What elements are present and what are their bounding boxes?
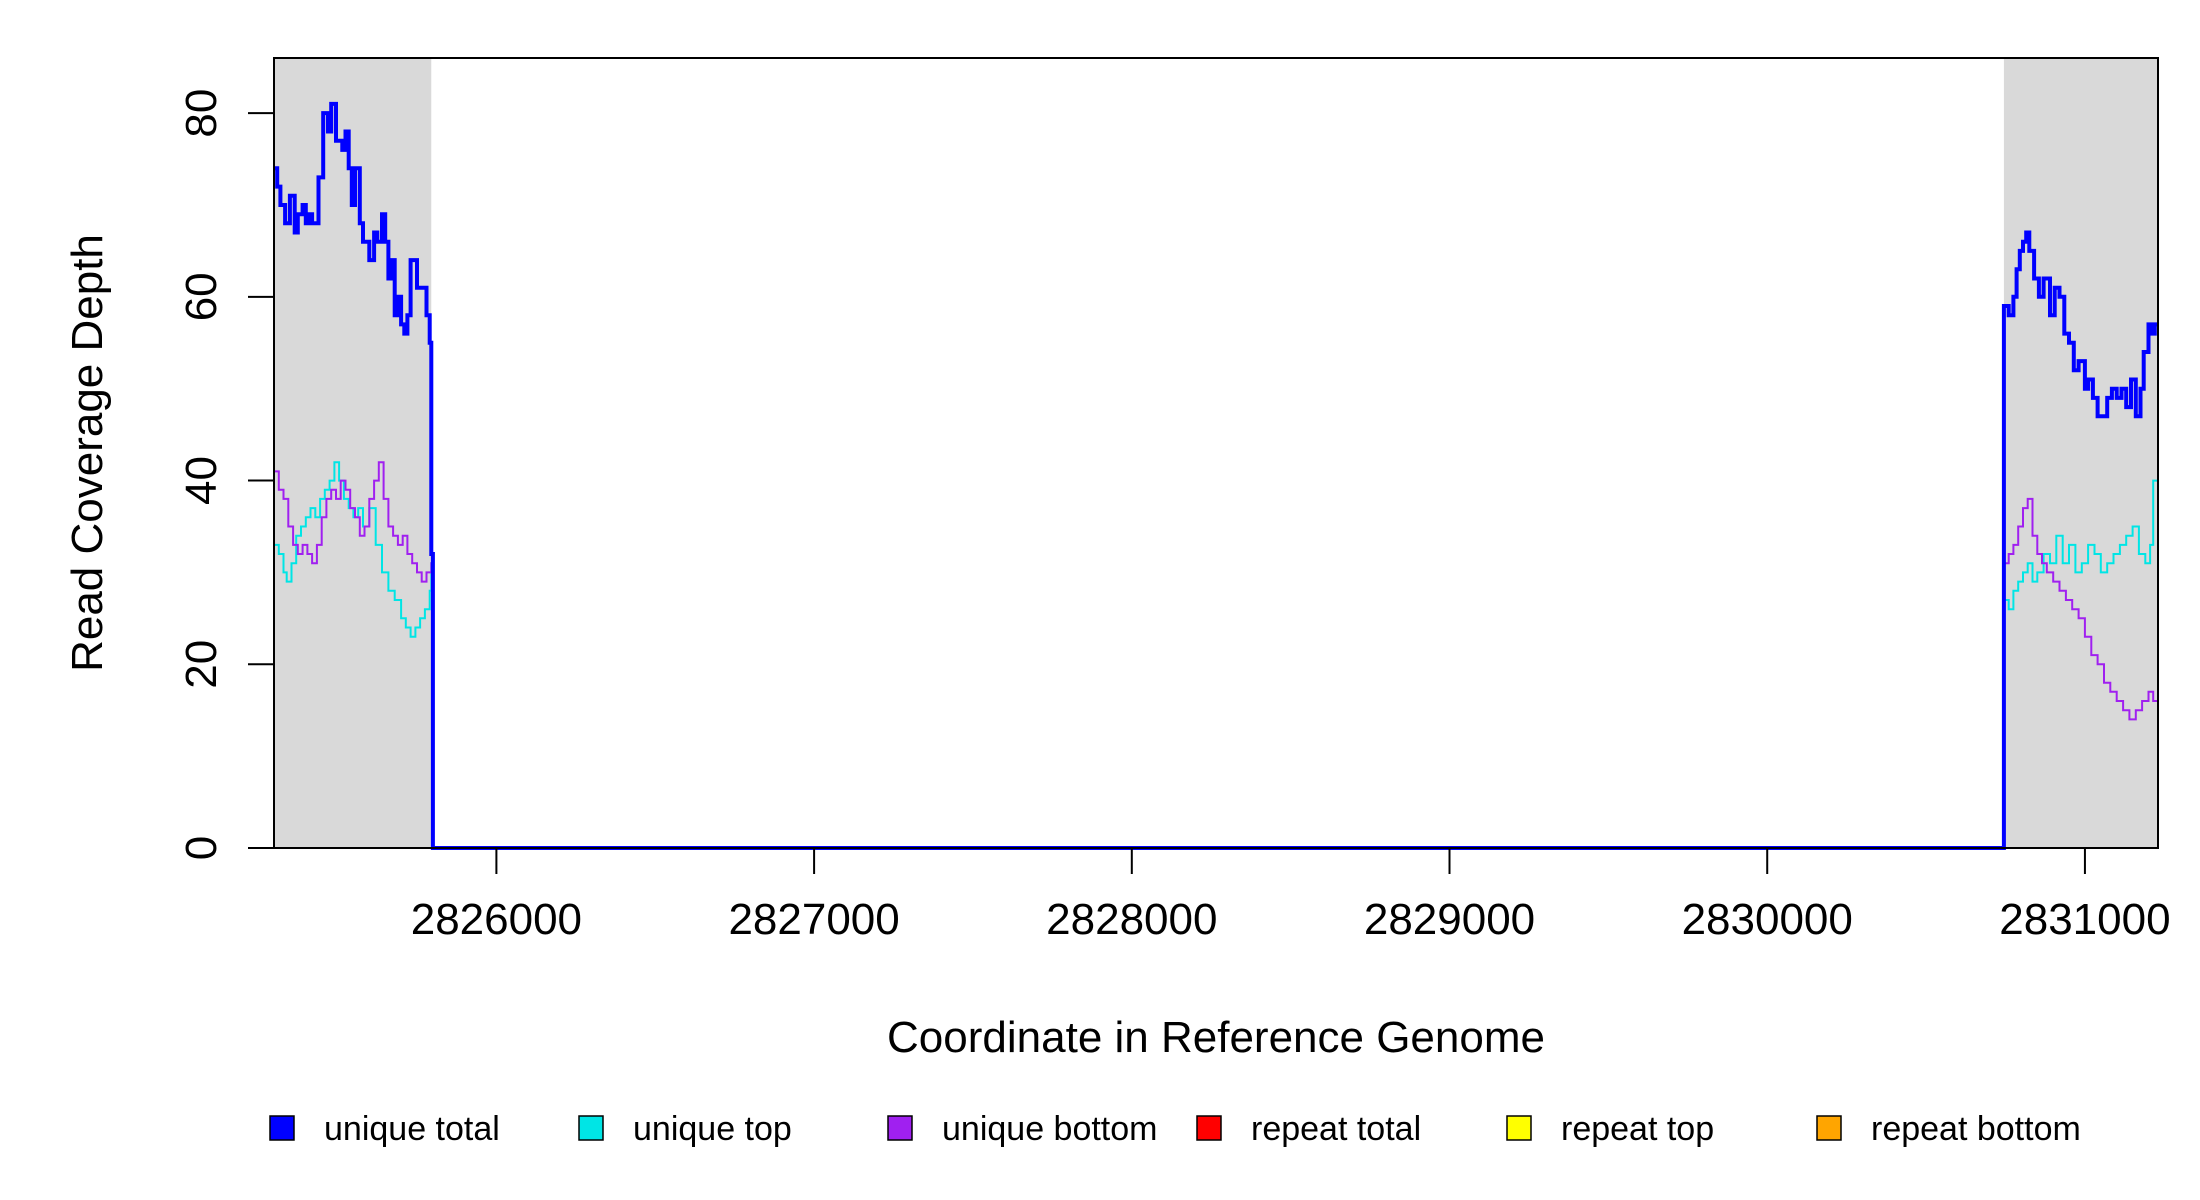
x-tick-label: 2829000: [1364, 895, 1535, 944]
shaded-region-1: [2003, 58, 2158, 848]
x-tick-label: 2826000: [411, 895, 582, 944]
plot-frame: [273, 57, 2159, 849]
y-axis: 0 20 40 60 80: [177, 89, 275, 860]
shaded-regions: [274, 58, 2158, 848]
legend-label-repeat-top: repeat top: [1561, 1110, 1714, 1148]
legend-label-repeat-bottom: repeat bottom: [1871, 1110, 2081, 1148]
series-line-unique-bottom: [274, 461, 2159, 849]
series-line-unique-top: [274, 461, 2158, 849]
y-tick-label: 80: [177, 89, 226, 138]
legend-swatch-repeat-top: [1506, 1115, 1532, 1141]
legend-swatch-unique-bottom: [887, 1115, 913, 1141]
x-axis: 2826000 2827000 2828000 2829000 2830000 28310…: [411, 847, 2171, 944]
x-tick-label: 2828000: [1046, 895, 1217, 944]
legend-label-repeat-total: repeat total: [1251, 1110, 1421, 1148]
legend-swatch-repeat-bottom: [1816, 1115, 1842, 1141]
y-tick-label: 40: [177, 456, 226, 505]
legend-label-unique-top: unique top: [633, 1110, 792, 1148]
x-tick-label: 2831000: [1999, 895, 2170, 944]
series-lines: [274, 101, 2159, 850]
y-axis-title: Read Coverage Depth: [63, 234, 112, 672]
y-tick-label: 60: [177, 272, 226, 321]
series-line-unique-total: [274, 101, 2158, 850]
legend-swatch-unique-top: [578, 1115, 604, 1141]
x-tick-label: 2830000: [1682, 895, 1853, 944]
legend-label-unique-total: unique total: [324, 1110, 500, 1148]
y-tick-label: 20: [177, 640, 226, 689]
x-axis-title: Coordinate in Reference Genome: [887, 1013, 1545, 1062]
legend-label-unique-bottom: unique bottom: [942, 1110, 1158, 1148]
y-tick-label: 0: [177, 836, 226, 860]
x-tick-label: 2827000: [728, 895, 899, 944]
legend: unique total unique top unique bottom repea…: [269, 1110, 2081, 1148]
legend-swatch-repeat-total: [1196, 1115, 1222, 1141]
legend-swatch-unique-total: [269, 1115, 295, 1141]
